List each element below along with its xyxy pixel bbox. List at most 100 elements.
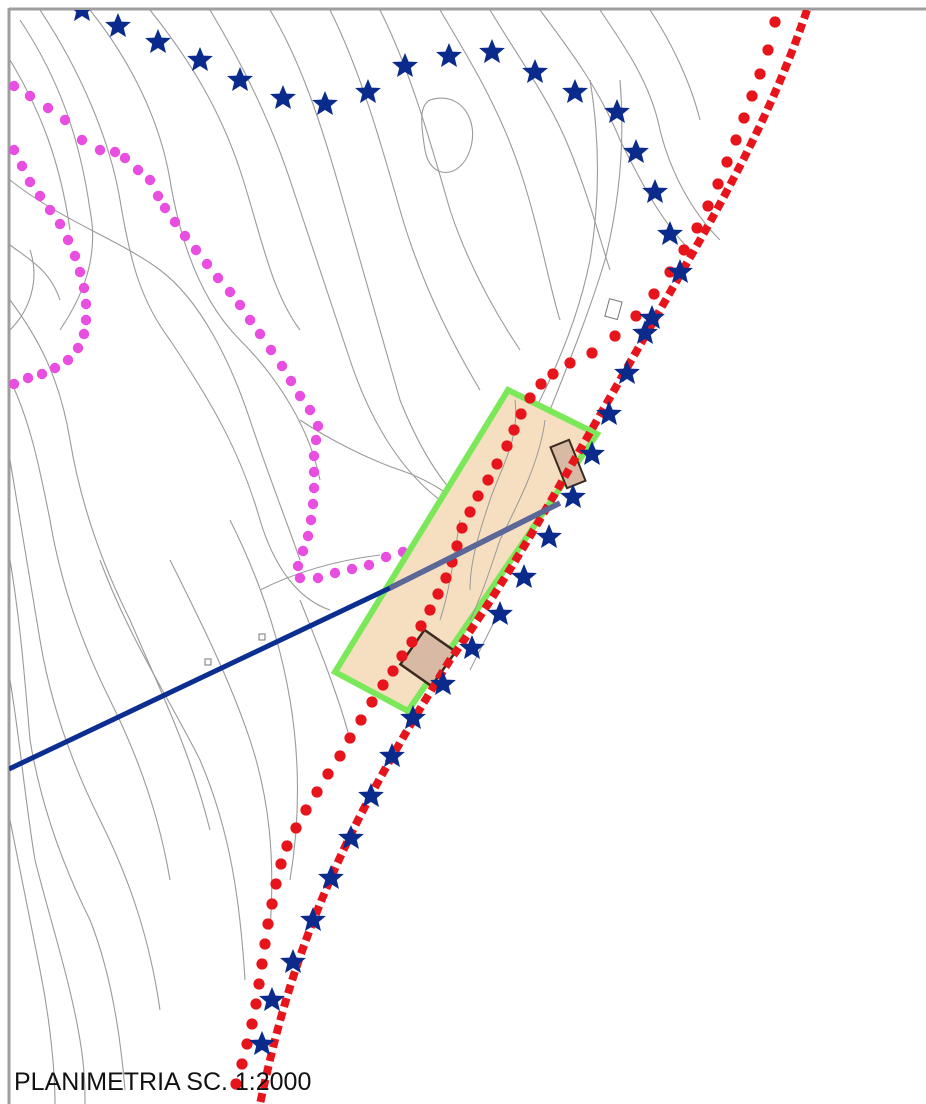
magenta-dot <box>363 559 375 571</box>
magenta-dot <box>312 420 324 432</box>
blue-star-marker <box>270 85 296 109</box>
magenta-dot <box>312 572 324 584</box>
magenta-dot <box>294 390 306 402</box>
magenta-dot <box>310 434 322 446</box>
blue-star-marker <box>596 401 622 425</box>
red-dot <box>387 665 399 677</box>
red-dot <box>275 858 287 870</box>
magenta-dot <box>234 299 246 311</box>
red-dot <box>746 90 758 102</box>
red-dot <box>730 134 742 146</box>
magenta-dot <box>308 450 320 462</box>
magenta-dot <box>294 572 306 584</box>
red-dot <box>290 822 302 834</box>
magenta-dot <box>54 218 66 230</box>
red-dot <box>451 540 463 552</box>
magenta-dot <box>80 298 92 310</box>
red-dot <box>508 424 520 436</box>
red-dot <box>762 44 774 56</box>
magenta-dot <box>308 482 320 494</box>
red-dot <box>769 16 781 28</box>
blue-star-line <box>69 10 693 1055</box>
blue-star-marker <box>522 59 548 83</box>
blue-star-marker <box>562 79 588 103</box>
red-dot <box>334 750 346 762</box>
magenta-dot <box>16 160 28 172</box>
power-line <box>9 585 392 772</box>
magenta-dot <box>22 372 34 384</box>
red-dot <box>691 222 703 234</box>
magenta-dot <box>44 204 56 216</box>
red-dot <box>738 112 750 124</box>
red-dot <box>432 588 444 600</box>
red-dot <box>246 1018 258 1030</box>
red-dot <box>754 68 766 80</box>
magenta-dot <box>76 134 88 146</box>
red-dot <box>482 474 494 486</box>
red-dot <box>586 347 598 359</box>
magenta-dot <box>72 342 84 354</box>
blue-star-marker <box>249 1031 275 1055</box>
red-dot <box>266 898 278 910</box>
magenta-dot <box>34 190 46 202</box>
power-line-in-site <box>388 500 562 591</box>
blue-star-marker <box>623 139 649 163</box>
red-dot <box>259 938 271 950</box>
magenta-dot <box>109 146 121 158</box>
magenta-dot <box>297 545 309 557</box>
blue-star-marker <box>105 13 131 37</box>
magenta-dot <box>132 164 144 176</box>
red-dot <box>377 679 389 691</box>
magenta-dot <box>302 530 314 542</box>
magenta-dot <box>80 314 92 326</box>
red-dot <box>564 357 576 369</box>
magenta-dot <box>9 80 20 92</box>
red-dot <box>311 786 323 798</box>
red-dot <box>524 392 536 404</box>
red-dot <box>609 330 621 342</box>
magenta-dot <box>244 314 256 326</box>
magenta-dotted-line <box>9 80 496 584</box>
magenta-dot <box>190 244 202 256</box>
red-dot <box>456 522 468 534</box>
red-dot <box>344 732 356 744</box>
red-dot <box>721 156 733 168</box>
magenta-dot <box>307 498 319 510</box>
red-dot <box>270 878 282 890</box>
blue-star-marker <box>436 43 462 67</box>
magenta-dot <box>304 404 316 416</box>
magenta-dot <box>69 250 81 262</box>
magenta-dot <box>346 563 358 575</box>
red-dot <box>253 978 265 990</box>
magenta-dot <box>224 286 236 298</box>
magenta-dot <box>24 90 36 102</box>
red-dot <box>464 506 476 518</box>
blue-star-marker <box>614 360 640 384</box>
red-dot <box>250 998 262 1010</box>
magenta-dot <box>292 560 304 572</box>
red-dot <box>366 696 378 708</box>
red-dot <box>702 200 714 212</box>
blue-star-marker <box>604 99 630 123</box>
red-dot <box>440 572 452 584</box>
magenta-dot <box>179 230 191 242</box>
magenta-dot <box>78 328 90 340</box>
red-dot <box>236 1058 248 1070</box>
red-dot <box>515 408 527 420</box>
red-dot <box>262 918 274 930</box>
magenta-dot <box>62 234 74 246</box>
magenta-dot <box>329 567 341 579</box>
magenta-dot <box>42 102 54 114</box>
magenta-dot <box>380 551 392 563</box>
magenta-dot <box>24 176 36 188</box>
magenta-dot <box>276 360 288 372</box>
red-dot <box>415 620 427 632</box>
blue-star-marker <box>392 53 418 77</box>
magenta-dot <box>78 282 90 294</box>
red-dot <box>472 490 484 502</box>
blue-star-marker <box>259 987 285 1011</box>
magenta-dot <box>308 466 320 478</box>
red-dot <box>547 368 559 380</box>
blue-star-marker <box>227 67 253 91</box>
red-dotted-line <box>230 16 781 1090</box>
